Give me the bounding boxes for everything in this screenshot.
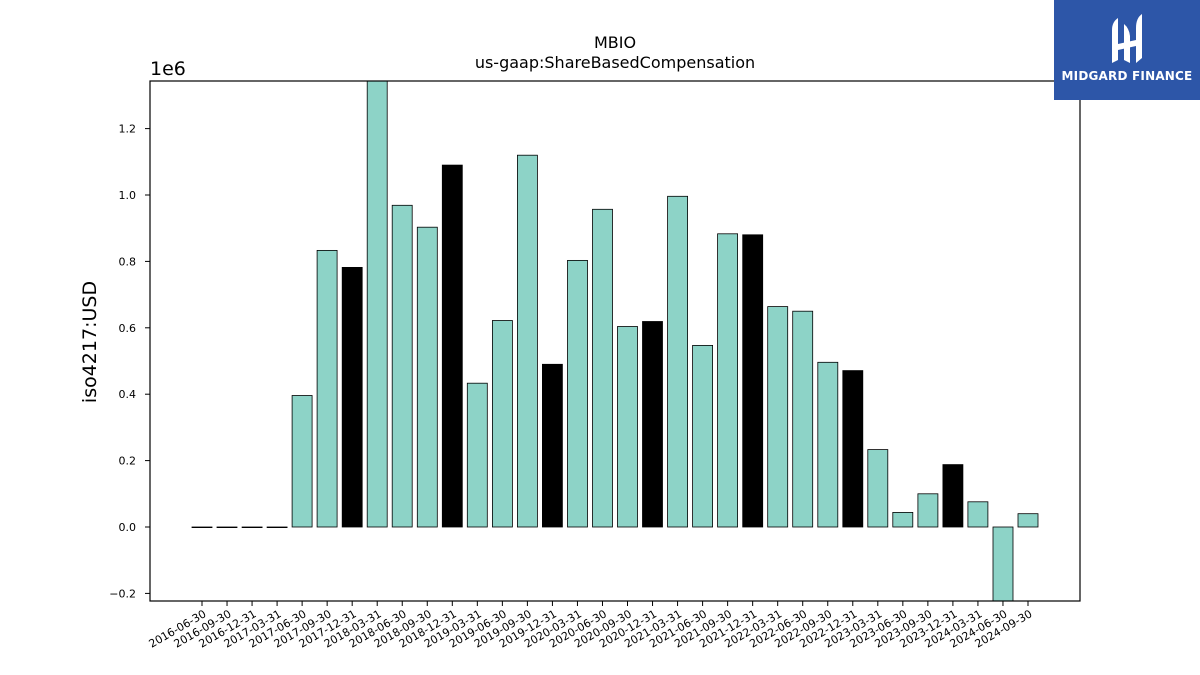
- bar: [642, 321, 663, 528]
- y-tick-label: 1.0: [119, 189, 137, 202]
- bar: [567, 259, 588, 528]
- bar: [216, 526, 238, 529]
- bar: [266, 526, 288, 529]
- chart-subtitle: us-gaap:ShareBasedCompensation: [475, 53, 755, 72]
- y-ticks-group: −0.2 0.0 0.2 0.4 0.6 0.8 1.0 1.2: [109, 123, 150, 600]
- bar: [1017, 513, 1039, 528]
- y-tick-label: 0.6: [119, 322, 137, 335]
- bar: [692, 344, 713, 528]
- bar: [942, 464, 964, 528]
- y-tick-label: 1.2: [119, 123, 137, 136]
- bar: [542, 363, 563, 528]
- bar: [817, 361, 839, 528]
- bar: [241, 526, 263, 529]
- bar: [667, 195, 688, 528]
- midgard-logo-icon: [1112, 14, 1142, 63]
- bar: [742, 234, 764, 528]
- bars-group: [191, 80, 1039, 602]
- bar: [917, 493, 939, 528]
- y-tick-label: −0.2: [109, 587, 136, 600]
- y-axis-multiplier: 1e6: [150, 58, 186, 80]
- y-tick-label: 0.0: [119, 521, 137, 534]
- bar: [391, 204, 413, 528]
- y-tick-label: 0.8: [119, 255, 137, 268]
- bar: [617, 326, 638, 528]
- brand-logo: MIDGARD FINANCE: [1054, 0, 1200, 100]
- y-axis-label: iso4217:USD: [79, 281, 101, 403]
- bar: [992, 526, 1014, 602]
- plot-frame: [149, 80, 1081, 602]
- bar: [717, 233, 738, 528]
- bar: [416, 226, 438, 528]
- bar: [316, 249, 338, 528]
- bar: [767, 306, 789, 528]
- logo-text: MIDGARD FINANCE: [1061, 69, 1193, 83]
- y-tick-label: 0.2: [119, 455, 137, 468]
- bar: [466, 382, 488, 528]
- x-ticks-group: 2016-06-302016-09-302016-12-312017-03-31…: [147, 601, 1034, 651]
- bar: [517, 154, 538, 528]
- bar: [592, 208, 613, 528]
- bar: [967, 501, 989, 528]
- bar: [341, 266, 363, 528]
- chart-title: MBIO: [594, 33, 636, 52]
- bar: [441, 164, 463, 528]
- bar: [491, 320, 513, 528]
- bar: [792, 310, 814, 528]
- bar: [842, 370, 864, 528]
- bar: [867, 449, 889, 528]
- bar: [892, 512, 914, 528]
- bar: [366, 80, 388, 528]
- y-tick-label: 0.4: [119, 388, 137, 401]
- bar: [191, 526, 213, 529]
- bar: [291, 395, 313, 528]
